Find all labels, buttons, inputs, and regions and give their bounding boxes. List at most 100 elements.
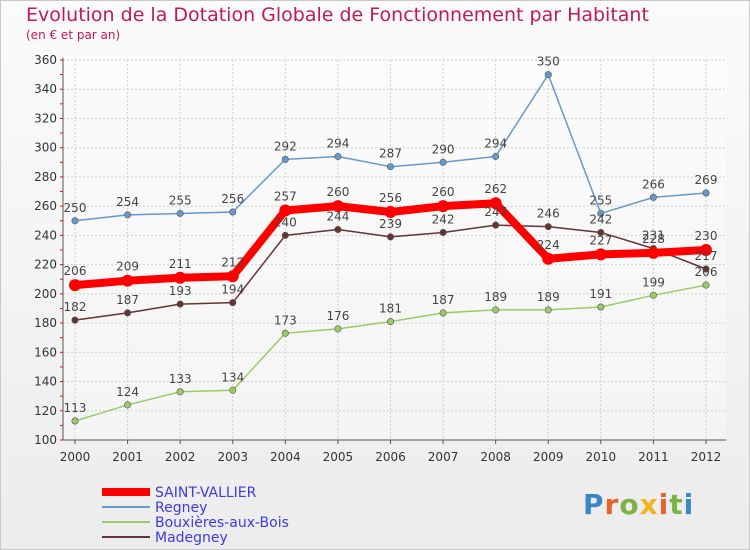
data-label: 294 (326, 136, 349, 150)
data-point (384, 206, 397, 218)
data-point (649, 291, 657, 299)
data-label: 189 (484, 290, 507, 304)
data-label: 294 (484, 136, 507, 150)
data-label: 260 (326, 185, 349, 199)
data-point (544, 223, 552, 231)
data-label: 254 (116, 195, 139, 209)
data-label: 206 (695, 265, 718, 279)
y-tick-label: 360 (34, 53, 57, 67)
x-tick-label: 2008 (480, 450, 511, 464)
data-point (229, 208, 237, 216)
data-point (281, 155, 289, 163)
data-point (594, 248, 607, 261)
x-axis-ticks: 2000 2001 2002 2003 2004 2005 2006 2007 2008 2009… (60, 450, 722, 464)
data-point (597, 228, 605, 236)
data-label: 193 (169, 284, 192, 298)
series-saint-vallier (69, 197, 712, 292)
series-madegney (71, 221, 710, 324)
y-tick-label: 180 (34, 316, 57, 330)
y-tick-label: 160 (34, 345, 57, 359)
data-point (597, 209, 605, 217)
y-tick-label: 300 (34, 141, 57, 155)
data-label: 242 (589, 212, 612, 226)
data-label: 266 (642, 177, 665, 191)
data-label: 113 (64, 401, 87, 415)
data-point (437, 200, 450, 213)
data-point (386, 318, 394, 326)
data-label: 242 (432, 212, 455, 226)
data-label: 292 (274, 139, 297, 153)
data-label: 181 (379, 302, 402, 316)
y-tick-label: 220 (34, 258, 57, 272)
data-label: 134 (221, 370, 244, 384)
data-point (492, 306, 500, 314)
data-point (702, 281, 710, 289)
data-label: 256 (221, 192, 244, 206)
data-point (124, 401, 132, 409)
data-label: 182 (64, 300, 87, 314)
y-tick-label: 100 (34, 433, 57, 447)
data-point (71, 316, 79, 324)
data-label: 247 (484, 205, 507, 219)
data-label: 191 (589, 287, 612, 301)
data-point (334, 152, 342, 160)
data-point (176, 388, 184, 396)
data-label: 133 (169, 372, 192, 386)
data-label: 269 (695, 173, 718, 187)
data-label: 255 (169, 193, 192, 207)
data-label: 350 (537, 55, 560, 69)
data-label: 189 (537, 290, 560, 304)
y-tick-label: 240 (34, 228, 57, 242)
data-point (281, 329, 289, 337)
data-point (334, 325, 342, 333)
data-point (121, 274, 134, 287)
data-point (439, 309, 447, 317)
data-label: 173 (274, 313, 297, 327)
data-label: 255 (589, 193, 612, 207)
data-point (439, 158, 447, 166)
y-tick-label: 200 (34, 287, 57, 301)
data-point (386, 163, 394, 171)
data-label: 230 (695, 229, 718, 243)
data-point (492, 152, 500, 160)
data-point (492, 221, 500, 229)
data-point (597, 303, 605, 311)
data-point (331, 200, 344, 213)
data-point (226, 270, 239, 283)
proxiti-logo: Proxiti (583, 488, 695, 521)
data-point (279, 204, 292, 217)
series-bouxi-res-aux-bois (71, 281, 710, 425)
data-label: 228 (642, 232, 665, 246)
series-regney (71, 71, 710, 225)
chart-subtitle: (en € et par an) (26, 28, 121, 42)
y-tick-label: 260 (34, 199, 57, 213)
data-point (71, 217, 79, 225)
data-point (124, 309, 132, 317)
y-axis-ticks: 100 120 140 160 180 200 220 240 260 280 300 320 340 3… (34, 53, 57, 447)
data-label: 206 (64, 264, 87, 278)
data-point (229, 299, 237, 307)
data-label: 262 (484, 182, 507, 196)
axes (60, 58, 726, 444)
legend-label: Regney (155, 500, 207, 516)
data-label: 217 (695, 249, 718, 263)
legend-label: Madegney (155, 530, 228, 546)
y-tick-label: 280 (34, 170, 57, 184)
data-point (124, 211, 132, 219)
series-group (69, 71, 712, 425)
data-label: 187 (116, 293, 139, 307)
data-label: 244 (326, 210, 349, 224)
data-point (281, 231, 289, 239)
data-label: 211 (169, 257, 192, 271)
data-point (229, 386, 237, 394)
y-tick-label: 120 (34, 404, 57, 418)
data-label: 239 (379, 217, 402, 231)
data-label: 250 (64, 201, 87, 215)
data-point (489, 197, 502, 210)
x-tick-label: 2006 (375, 450, 406, 464)
data-label: 231 (642, 229, 665, 243)
legend-label: SAINT-VALLIER (155, 485, 257, 501)
data-label: 224 (537, 238, 560, 252)
data-point (71, 417, 79, 425)
data-label: 209 (116, 260, 139, 274)
